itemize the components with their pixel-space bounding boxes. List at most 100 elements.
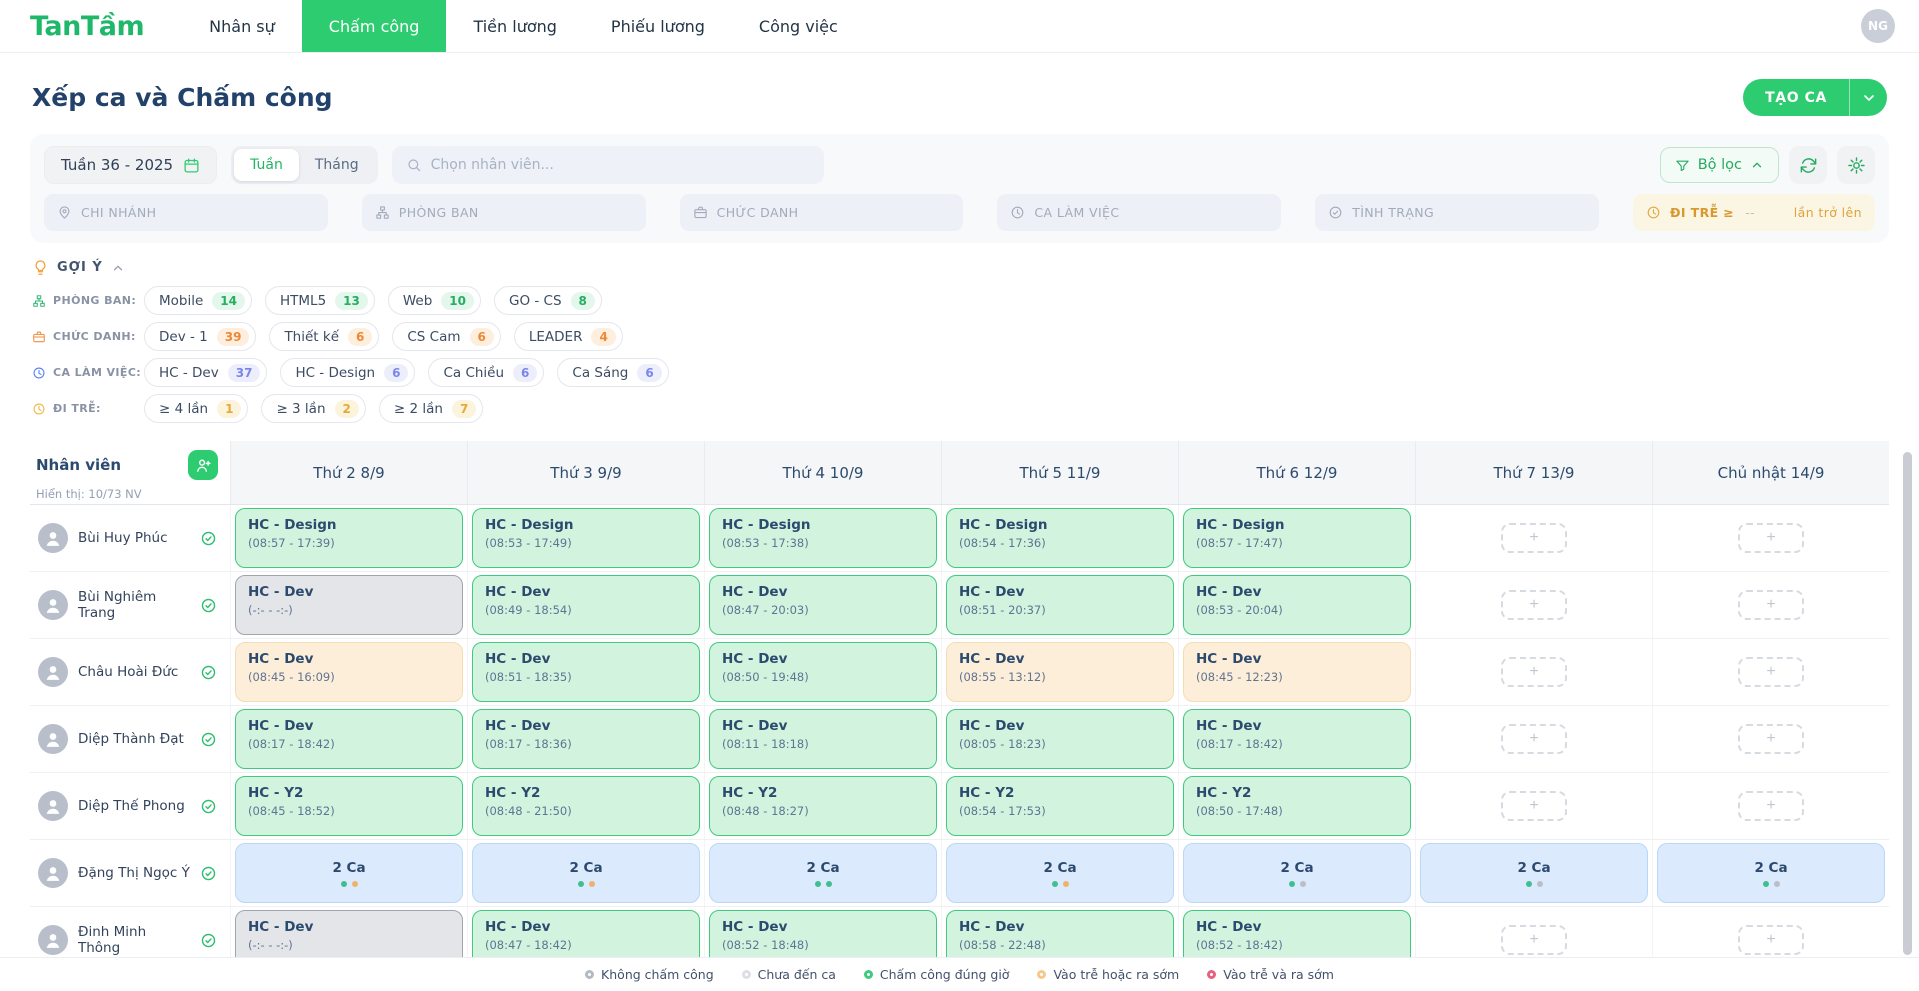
filter-select-department[interactable]: PHÒNG BAN (361, 194, 646, 231)
suggestion-chip[interactable]: ≥ 2 lần 7 (378, 394, 484, 423)
employee-search[interactable] (391, 146, 824, 184)
shift-card[interactable]: HC - Y2 (08:48 - 18:27) (709, 776, 937, 836)
shift-card[interactable]: HC - Dev (08:45 - 16:09) (235, 642, 463, 702)
nav-item-hr[interactable]: Nhân sự (209, 16, 275, 36)
employee-search-input[interactable] (430, 157, 810, 173)
employee-cell[interactable]: Bùi Nghiêm Trang (30, 572, 230, 638)
nav-item-payroll[interactable]: Tiền lương (473, 16, 557, 36)
add-employee-button[interactable] (188, 450, 218, 480)
nav-item-timekeeping[interactable]: Chấm công (301, 0, 447, 52)
user-avatar[interactable]: NG (1861, 9, 1895, 43)
suggestion-chip[interactable]: Thiết kế 6 (269, 322, 380, 351)
filter-select-work-shift[interactable]: CA LÀM VIỆC (997, 194, 1282, 231)
suggestion-chip[interactable]: Dev - 1 39 (144, 322, 257, 351)
shift-card[interactable]: HC - Dev (08:53 - 20:04) (1183, 575, 1411, 635)
suggestion-chip[interactable]: CS Cam 6 (392, 322, 501, 351)
shift-card-multi[interactable]: 2 Ca (1657, 843, 1885, 903)
add-shift-button[interactable]: + (1501, 925, 1567, 955)
shift-card[interactable]: HC - Dev (-:- - -:-) (235, 575, 463, 635)
add-shift-button[interactable]: + (1501, 657, 1567, 687)
add-shift-button[interactable]: + (1501, 724, 1567, 754)
filter-select-branch[interactable]: CHI NHÁNH (44, 194, 328, 231)
employee-cell[interactable]: Đặng Thị Ngọc Ý (30, 840, 230, 906)
app-logo[interactable]: TanTầm (30, 10, 145, 42)
add-shift-button[interactable]: + (1501, 590, 1567, 620)
chevron-up-icon (113, 265, 122, 270)
suggestion-chip[interactable]: GO - CS 8 (494, 286, 602, 315)
settings-button[interactable] (1837, 146, 1875, 184)
suggestion-chip[interactable]: Ca Chiều 6 (428, 358, 545, 387)
shift-card[interactable]: HC - Y2 (08:48 - 21:50) (472, 776, 700, 836)
suggestion-chip[interactable]: Ca Sáng 6 (557, 358, 669, 387)
shift-card-multi[interactable]: 2 Ca (472, 843, 700, 903)
refresh-button[interactable] (1789, 146, 1827, 184)
shift-card[interactable]: HC - Design (08:57 - 17:47) (1183, 508, 1411, 568)
shift-card[interactable]: HC - Y2 (08:45 - 18:52) (235, 776, 463, 836)
suggestion-chip[interactable]: ≥ 4 lần 1 (144, 394, 249, 423)
suggestion-group-work-shift: CA LÀM VIỆC: HC - Dev 37 HC - Design 6 C… (32, 358, 1887, 387)
week-picker[interactable]: Tuần 36 - 2025 (44, 146, 218, 184)
create-shift-dropdown-button[interactable] (1849, 79, 1887, 116)
add-shift-button[interactable]: + (1738, 925, 1804, 955)
add-shift-button[interactable]: + (1738, 590, 1804, 620)
shift-card[interactable]: HC - Dev (08:05 - 18:23) (946, 709, 1174, 769)
add-shift-button[interactable]: + (1738, 523, 1804, 553)
shift-card[interactable]: HC - Dev (08:17 - 18:36) (472, 709, 700, 769)
main-menu: Nhân sự Chấm công Tiền lương Phiếu lương Côn… (182, 0, 865, 52)
view-toggle-month[interactable]: Tháng (299, 149, 375, 181)
add-shift-button[interactable]: + (1501, 523, 1567, 553)
shift-card[interactable]: HC - Dev (08:55 - 13:12) (946, 642, 1174, 702)
shift-card[interactable]: HC - Dev (08:45 - 12:23) (1183, 642, 1411, 702)
shift-card-multi[interactable]: 2 Ca (1183, 843, 1411, 903)
shift-card-multi[interactable]: 2 Ca (235, 843, 463, 903)
vertical-scrollbar[interactable] (1903, 452, 1912, 955)
add-shift-button[interactable]: + (1738, 657, 1804, 687)
employee-cell[interactable]: Diệp Thành Đạt (30, 706, 230, 772)
scrollbar-thumb[interactable] (1903, 452, 1912, 955)
shift-card[interactable]: HC - Dev (08:17 - 18:42) (235, 709, 463, 769)
add-shift-button[interactable]: + (1738, 791, 1804, 821)
filter-select-status[interactable]: TÌNH TRẠNG (1315, 194, 1599, 231)
shift-card[interactable]: HC - Design (08:54 - 17:36) (946, 508, 1174, 568)
shift-card-multi[interactable]: 2 Ca (709, 843, 937, 903)
shift-card[interactable]: HC - Dev (08:50 - 19:48) (709, 642, 937, 702)
suggestion-chip[interactable]: HC - Design 6 (280, 358, 416, 387)
employee-avatar (38, 858, 68, 888)
view-toggle-week[interactable]: Tuần (234, 149, 299, 181)
employee-cell[interactable]: Diệp Thế Phong (30, 773, 230, 839)
shift-card[interactable]: HC - Dev (08:17 - 18:42) (1183, 709, 1411, 769)
shift-card-multi[interactable]: 2 Ca (1420, 843, 1648, 903)
shift-card[interactable]: HC - Design (08:53 - 17:38) (709, 508, 937, 568)
check-circle-icon (1329, 206, 1342, 219)
shift-card-multi[interactable]: 2 Ca (946, 843, 1174, 903)
shift-card[interactable]: HC - Dev (08:47 - 20:03) (709, 575, 937, 635)
nav-item-tasks[interactable]: Công việc (758, 16, 838, 36)
shift-card[interactable]: HC - Design (08:53 - 17:49) (472, 508, 700, 568)
suggestions-header[interactable]: GỢI Ý (32, 259, 1887, 276)
schedule-cell: 2 Ca (704, 840, 941, 906)
filter-button[interactable]: Bộ lọc (1659, 147, 1779, 183)
shift-card[interactable]: HC - Dev (08:51 - 18:35) (472, 642, 700, 702)
check-circle-icon (201, 665, 216, 679)
shift-card[interactable]: HC - Dev (08:49 - 18:54) (472, 575, 700, 635)
create-shift-button[interactable]: TẠO CA (1743, 79, 1849, 116)
suggestion-chip[interactable]: HC - Dev 37 (144, 358, 268, 387)
suggestion-chip[interactable]: LEADER 4 (513, 322, 623, 351)
shift-card[interactable]: HC - Dev (08:51 - 20:37) (946, 575, 1174, 635)
filter-select-job-title[interactable]: CHỨC DANH (679, 194, 964, 231)
suggestion-chip[interactable]: Mobile 14 (144, 286, 252, 315)
add-shift-button[interactable]: + (1501, 791, 1567, 821)
shift-card[interactable]: HC - Dev (08:11 - 18:18) (709, 709, 937, 769)
add-shift-button[interactable]: + (1738, 724, 1804, 754)
shift-card[interactable]: HC - Y2 (08:54 - 17:53) (946, 776, 1174, 836)
suggestion-chip[interactable]: ≥ 3 lần 2 (261, 394, 366, 423)
filter-late-count[interactable]: ĐI TRỄ ≥ -- lần trở lên (1632, 194, 1875, 231)
shift-card[interactable]: HC - Y2 (08:50 - 17:48) (1183, 776, 1411, 836)
schedule-cell: HC - Design (08:53 - 17:38) (704, 505, 941, 571)
shift-card[interactable]: HC - Design (08:57 - 17:39) (235, 508, 463, 568)
suggestion-chip[interactable]: HTML5 13 (265, 286, 375, 315)
nav-item-payslip[interactable]: Phiếu lương (610, 16, 705, 36)
employee-cell[interactable]: Châu Hoài Đức (30, 639, 230, 705)
employee-cell[interactable]: Bùi Huy Phúc (30, 505, 230, 571)
suggestion-chip[interactable]: Web 10 (387, 286, 481, 315)
